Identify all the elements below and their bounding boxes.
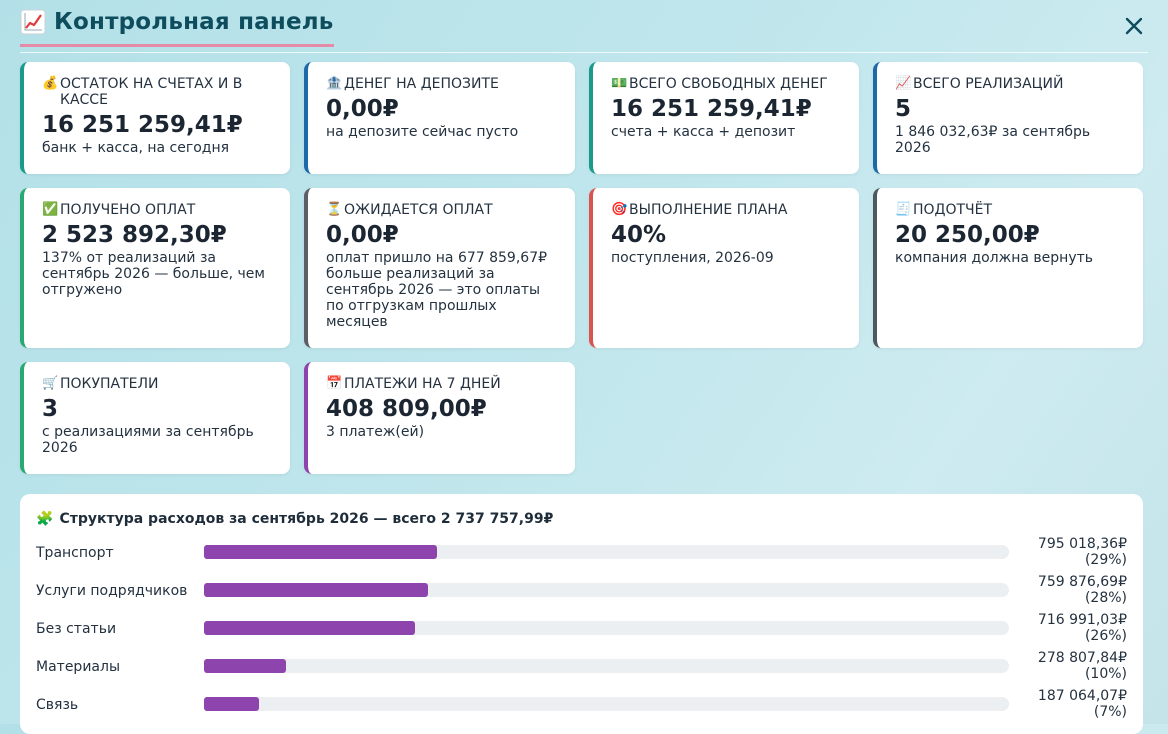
card-label: ОСТАТОК НА СЧЕТАХ И В КАССЕ bbox=[60, 76, 243, 108]
card-value: 408 809,00₽ bbox=[326, 396, 487, 422]
card-expected: ⏳ ОЖИДАЕТСЯ ОПЛАТ 0,00₽ оплат пришло на 6… bbox=[304, 188, 575, 348]
expense-amount: 759 876,69₽ (28%) bbox=[1038, 574, 1127, 606]
expense-bar-fill bbox=[204, 545, 438, 559]
card-advance: 🧾 ПОДОТЧЁТ 20 250,00₽ компания должна вер… bbox=[873, 188, 1143, 348]
expense-bar-fill bbox=[204, 697, 259, 711]
expense-bar-track bbox=[204, 621, 1009, 635]
expense-percent: (26%) bbox=[1084, 628, 1127, 644]
expense-category-name: Услуги подрядчиков bbox=[36, 583, 188, 599]
card-label: ВЫПОЛНЕНИЕ ПЛАНА bbox=[629, 202, 788, 218]
expense-bar-track bbox=[204, 697, 1009, 711]
card-sales: 📈 ВСЕГО РЕАЛИЗАЦИЙ 5 1 846 032,63₽ за сен… bbox=[873, 62, 1143, 174]
expense-category-name: Связь bbox=[36, 697, 79, 713]
expense-percent: (7%) bbox=[1093, 704, 1127, 720]
chart-increasing-icon bbox=[20, 9, 46, 35]
expense-amount: 795 018,36₽ (29%) bbox=[1038, 536, 1127, 568]
expenses-structure-panel: 🧩 Структура расходов за сентябрь 2026 — … bbox=[20, 494, 1143, 734]
card-value: 0,00₽ bbox=[326, 222, 399, 248]
expense-bar-fill bbox=[204, 583, 428, 597]
close-button[interactable] bbox=[1120, 12, 1148, 40]
expense-category-name: Без статьи bbox=[36, 621, 117, 637]
card-plan: 🎯 ВЫПОЛНЕНИЕ ПЛАНА 40% поступления, 2026-… bbox=[589, 188, 859, 348]
money-bag-icon: 💰 bbox=[42, 76, 59, 91]
expense-row: Транспорт 795 018,36₽ (29%) bbox=[36, 536, 1127, 582]
expense-percent: (10%) bbox=[1084, 666, 1127, 682]
card-label: ПОДОТЧЁТ bbox=[913, 202, 993, 218]
card-label: ВСЕГО СВОБОДНЫХ ДЕНЕГ bbox=[629, 76, 828, 92]
card-label: ОЖИДАЕТСЯ ОПЛАТ bbox=[344, 202, 493, 218]
expense-amount-value: 187 064,07₽ bbox=[1037, 688, 1127, 704]
card-value: 16 251 259,41₽ bbox=[42, 112, 243, 138]
card-deposit: 🏦 ДЕНЕГ НА ДЕПОЗИТЕ 0,00₽ на депозите сей… bbox=[304, 62, 575, 174]
card-label: ПОЛУЧЕНО ОПЛАТ bbox=[60, 202, 196, 218]
card-subtext: оплат пришло на 677 859,67₽ больше реали… bbox=[326, 250, 548, 330]
expenses-title: Структура расходов за сентябрь 2026 — вс… bbox=[59, 511, 554, 527]
banknote-icon: 💵 bbox=[611, 76, 628, 91]
puzzle-piece-icon: 🧩 bbox=[36, 511, 54, 527]
expense-amount-value: 759 876,69₽ bbox=[1037, 574, 1127, 590]
target-icon: 🎯 bbox=[611, 202, 628, 217]
card-free-money: 💵 ВСЕГО СВОБОДНЫХ ДЕНЕГ 16 251 259,41₽ сч… bbox=[589, 62, 859, 174]
card-value: 2 523 892,30₽ bbox=[42, 222, 227, 248]
card-buyers: 🛒 ПОКУПАТЕЛИ 3 с реализациями за сентябрь… bbox=[20, 362, 290, 474]
card-value: 0,00₽ bbox=[326, 96, 399, 122]
card-payments-7-days: 📅 ПЛАТЕЖИ НА 7 ДНЕЙ 408 809,00₽ 3 платеж(… bbox=[304, 362, 575, 474]
expense-row: Без статьи 716 991,03₽ (26%) bbox=[36, 612, 1127, 658]
card-subtext: поступления, 2026-09 bbox=[611, 250, 774, 266]
card-value: 40% bbox=[611, 222, 667, 248]
card-value: 16 251 259,41₽ bbox=[611, 96, 812, 122]
card-subtext: с реализациями за сентябрь 2026 bbox=[42, 424, 254, 456]
hourglass-icon: ⏳ bbox=[326, 202, 343, 217]
card-received: ✅ ПОЛУЧЕНО ОПЛАТ 2 523 892,30₽ 137% от ре… bbox=[20, 188, 290, 348]
expense-percent: (28%) bbox=[1084, 590, 1127, 606]
expense-amount: 278 807,84₽ (10%) bbox=[1038, 650, 1127, 682]
expense-amount-value: 278 807,84₽ bbox=[1037, 650, 1127, 666]
page-title-container: Контрольная панель bbox=[20, 6, 334, 47]
expense-row: Связь 187 064,07₽ (7%) bbox=[36, 688, 1127, 734]
close-icon bbox=[1125, 17, 1143, 35]
expense-category-name: Материалы bbox=[36, 659, 120, 675]
expense-row: Материалы 278 807,84₽ (10%) bbox=[36, 650, 1127, 696]
expense-bar-fill bbox=[204, 621, 415, 635]
card-value: 20 250,00₽ bbox=[895, 222, 1040, 248]
card-label: ПОКУПАТЕЛИ bbox=[60, 376, 159, 392]
shopping-cart-icon: 🛒 bbox=[42, 376, 59, 391]
expense-amount-value: 716 991,03₽ bbox=[1037, 612, 1127, 628]
expense-bar-track bbox=[204, 545, 1009, 559]
card-subtext: счета + касса + депозит bbox=[611, 124, 796, 140]
expense-amount: 716 991,03₽ (26%) bbox=[1038, 612, 1127, 644]
dashboard-header: Контрольная панель bbox=[20, 6, 1148, 53]
expense-amount-value: 795 018,36₽ bbox=[1037, 536, 1127, 552]
expense-amount: 187 064,07₽ (7%) bbox=[1038, 688, 1127, 720]
expense-bar-fill bbox=[204, 659, 287, 673]
card-value: 5 bbox=[895, 96, 912, 122]
expense-percent: (29%) bbox=[1084, 552, 1127, 568]
card-balance: 💰 ОСТАТОК НА СЧЕТАХ И В КАССЕ 16 251 259,… bbox=[20, 62, 290, 174]
check-mark-icon: ✅ bbox=[42, 202, 59, 217]
card-subtext: на депозите сейчас пусто bbox=[326, 124, 519, 140]
chart-increasing-icon: 📈 bbox=[895, 76, 912, 91]
card-subtext: 3 платеж(ей) bbox=[326, 424, 425, 440]
card-subtext: компания должна вернуть bbox=[895, 250, 1094, 266]
card-subtext: 1 846 032,63₽ за сентябрь 2026 bbox=[895, 124, 1091, 156]
card-label: ДЕНЕГ НА ДЕПОЗИТЕ bbox=[344, 76, 499, 92]
card-value: 3 bbox=[42, 396, 59, 422]
card-label: ВСЕГО РЕАЛИЗАЦИЙ bbox=[913, 76, 1064, 92]
expense-bar-track bbox=[204, 659, 1009, 673]
card-subtext: банк + касса, на сегодня bbox=[42, 140, 230, 156]
page-title: Контрольная панель bbox=[54, 9, 334, 35]
receipt-icon: 🧾 bbox=[895, 202, 912, 217]
expense-row: Услуги подрядчиков 759 876,69₽ (28%) bbox=[36, 574, 1127, 620]
expense-bar-track bbox=[204, 583, 1009, 597]
bank-icon: 🏦 bbox=[326, 76, 343, 91]
calendar-icon: 📅 bbox=[326, 376, 343, 391]
card-subtext: 137% от реализаций за сентябрь 2026 — бо… bbox=[42, 250, 265, 298]
card-label: ПЛАТЕЖИ НА 7 ДНЕЙ bbox=[344, 376, 501, 392]
expense-category-name: Транспорт bbox=[36, 545, 114, 561]
